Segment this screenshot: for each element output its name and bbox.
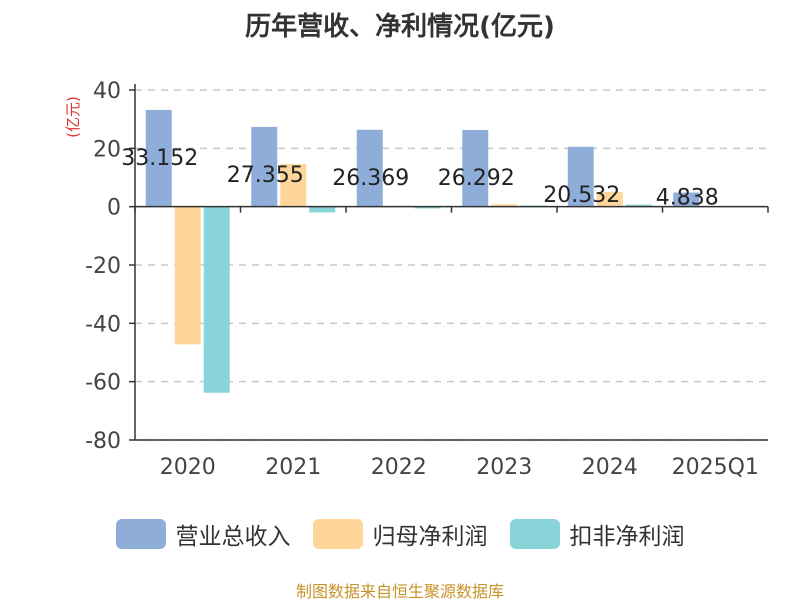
bar-series-2-2021 (280, 164, 307, 207)
y-tick-label: -40 (85, 312, 121, 337)
data-label: 26.369 (332, 166, 409, 191)
legend-swatch-net-profit (312, 519, 363, 549)
bar-series-3-2021 (309, 206, 336, 213)
legend: 营业总收入 归母净利润 扣非净利润 (0, 517, 800, 551)
y-tick-label: -20 (85, 254, 121, 279)
chart-title: 历年营收、净利情况(亿元) (245, 12, 555, 42)
bar-series-1-2021 (251, 126, 278, 207)
bar-series-1-2025Q1 (673, 192, 700, 207)
bar-series-2-2023 (491, 204, 518, 207)
x-tick-label: 2020 (160, 455, 216, 480)
x-tick-label: 2022 (371, 455, 427, 480)
legend-item-net-profit[interactable]: 归母净利润 (312, 517, 488, 551)
y-axis-label: (亿元) (64, 96, 82, 138)
bar-series-2-2020 (174, 206, 201, 345)
y-tick-label: 0 (107, 196, 121, 221)
legend-label-net-profit: 归母净利润 (372, 524, 488, 550)
data-label: 33.152 (121, 146, 198, 171)
legend-swatch-revenue (115, 519, 166, 549)
y-tick-label: -80 (85, 429, 121, 454)
bar-series-3-2020 (203, 206, 230, 393)
y-tick-label: 40 (93, 79, 121, 104)
bar-series-1-2022 (356, 129, 383, 207)
legend-label-deducted-profit: 扣非净利润 (569, 524, 685, 550)
y-tick-label: -60 (85, 371, 121, 396)
legend-item-deducted-profit[interactable]: 扣非净利润 (509, 517, 685, 551)
y-tick-label: 20 (93, 137, 121, 162)
data-label: 4.838 (656, 186, 719, 211)
bar-series-1-2023 (462, 129, 489, 207)
x-tick-label: 2021 (265, 455, 321, 480)
bar-series-1-2024 (567, 146, 594, 207)
legend-swatch-deducted-profit (509, 519, 560, 549)
legend-label-revenue: 营业总收入 (175, 524, 291, 550)
bar-series-3-2024 (625, 204, 652, 207)
data-label: 27.355 (227, 163, 304, 188)
bar-series-1-2020 (145, 109, 172, 207)
source-note: 制图数据来自恒生聚源数据库 (295, 582, 504, 600)
x-tick-label: 2024 (582, 455, 638, 480)
data-label: 26.292 (438, 166, 515, 191)
bar-series-2-2024 (596, 192, 623, 207)
data-label: 20.532 (543, 183, 620, 208)
bar-series-3-2022 (414, 206, 441, 209)
legend-item-revenue[interactable]: 营业总收入 (115, 517, 291, 551)
x-tick-label: 2025Q1 (672, 455, 759, 480)
x-tick-label: 2023 (476, 455, 532, 480)
